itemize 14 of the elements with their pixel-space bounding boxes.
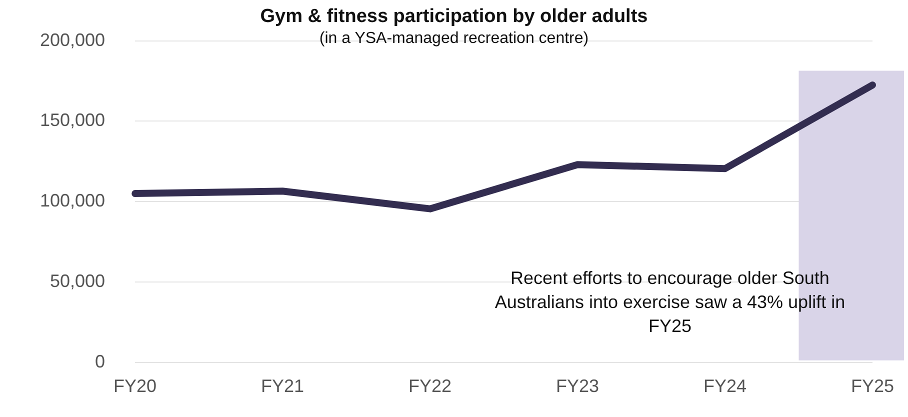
x-tick-label: FY25 [850, 376, 894, 396]
y-tick-label: 150,000 [40, 110, 106, 130]
y-tick-label: 50,000 [50, 270, 106, 291]
annotation: Recent efforts to encourage older South Australians into exercise saw a 43% uplift in FY25 [494, 267, 846, 338]
y-tick-label: 100,000 [40, 190, 106, 211]
x-tick-label: FY20 [114, 376, 157, 396]
x-tick-label: FY23 [556, 376, 600, 396]
y-tick-label: 200,000 [40, 30, 106, 50]
x-tick-label: FY22 [408, 376, 452, 396]
chart-title: Gym & fitness participation by older adults [259, 6, 649, 28]
x-tick-label: FY24 [703, 376, 747, 396]
x-tick-label: FY21 [261, 376, 304, 396]
y-tick-label: 0 [95, 351, 106, 372]
chart-subtitle: (in a YSA-managed recreation centre) [319, 30, 589, 47]
